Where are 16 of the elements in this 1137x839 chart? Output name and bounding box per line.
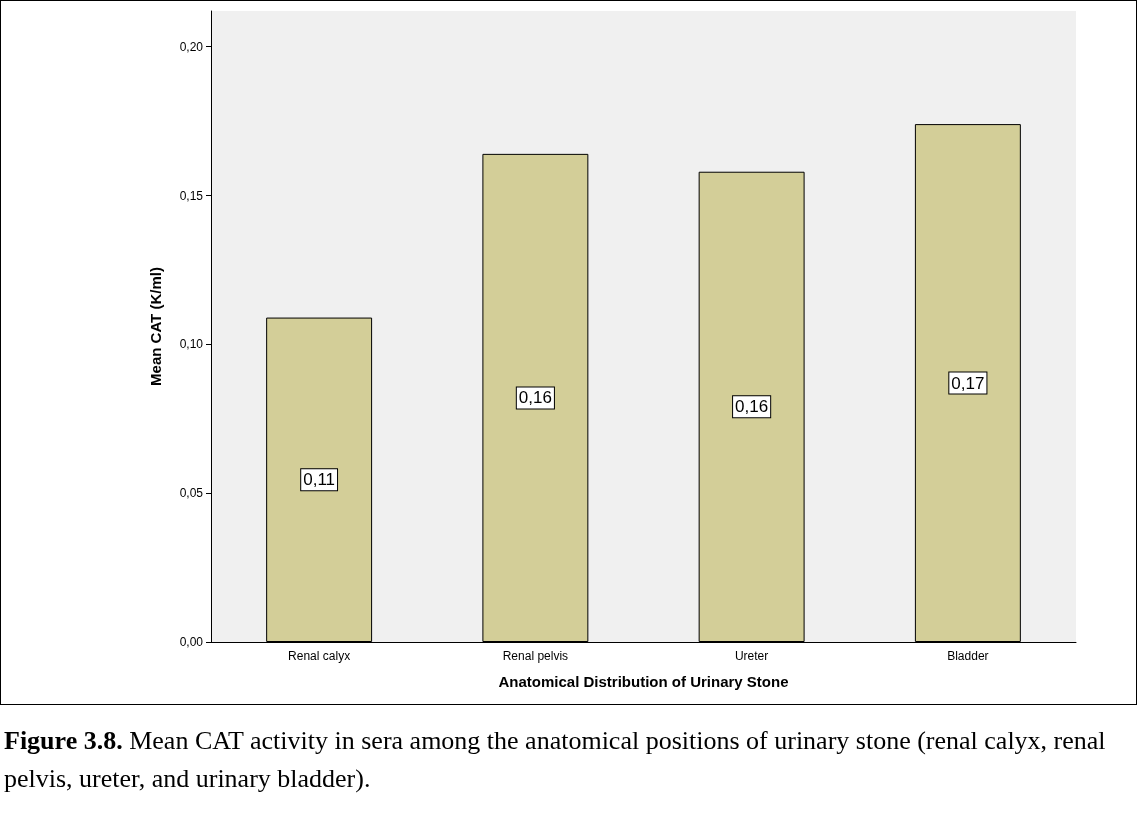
x-axis-title: Anatomical Distribution of Urinary Stone — [498, 673, 789, 690]
y-tick-label: 0,20 — [179, 39, 204, 54]
data-label: 0,16 — [735, 397, 769, 417]
x-tick-label: Ureter — [734, 649, 769, 663]
y-tick-label: 0,00 — [179, 635, 204, 649]
x-tick-label: Bladder — [947, 649, 989, 663]
y-tick-label: 0,05 — [179, 486, 204, 501]
y-tick-label: 0,15 — [179, 188, 204, 203]
x-tick-label: Renal pelvis — [502, 649, 569, 663]
caption: Figure 3.8. Mean CAT activity in sera among the anatomical positions of urinary stone (renal calyx, renal pelvis, ureter, and urinary bladder). — [4, 726, 1106, 793]
x-tick-label: Renal calyx — [288, 649, 351, 663]
data-label: 0,16 — [518, 388, 552, 408]
y-tick-label: 0,10 — [179, 337, 204, 352]
data-label: 0,17 — [951, 373, 985, 393]
y-axis-title: Mean CAT (K/ml) — [147, 267, 164, 386]
data-label: 0,11 — [303, 470, 336, 490]
